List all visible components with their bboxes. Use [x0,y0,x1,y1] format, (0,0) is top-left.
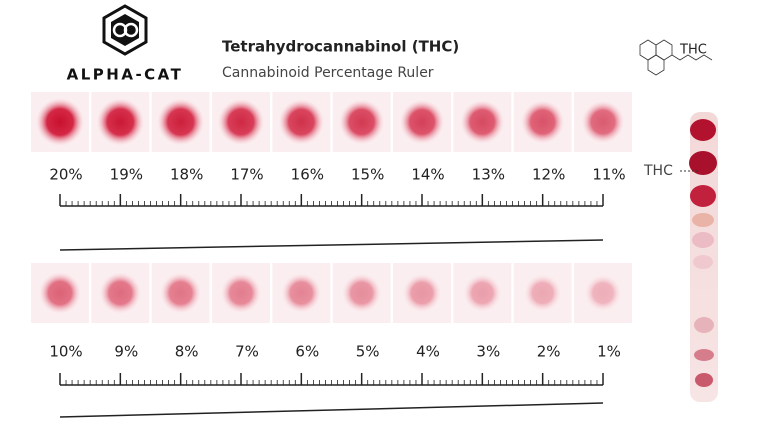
percent-label: 10% [49,343,82,361]
logo [102,4,148,56]
percent-label: 4% [416,343,440,361]
spot [584,274,622,312]
wedge-line [59,402,604,418]
spot [402,273,442,313]
molecule-label: THC [679,43,707,58]
spot [463,274,502,312]
percent-label: 11% [592,166,625,184]
spot [581,100,625,144]
percent-label: 18% [170,166,203,184]
spot [99,272,142,314]
spot [220,272,262,314]
spot [524,274,562,312]
spot [521,100,565,144]
spot [39,272,81,314]
spot [217,98,265,146]
spot [278,99,325,145]
spot [157,98,205,146]
percent-label: 15% [351,166,384,184]
percent-label: 12% [532,166,565,184]
wedge-line [59,239,604,251]
spot [96,98,145,146]
percent-label: 5% [356,343,380,361]
tlc-strip [689,112,718,402]
spot [36,98,84,146]
percent-label: 2% [537,343,561,361]
percent-label: 7% [235,343,259,361]
percent-label: 6% [295,343,319,361]
spot [342,273,382,313]
spot [460,100,505,144]
percent-label: 8% [175,343,199,361]
percent-label: 19% [110,166,143,184]
percent-label: 9% [114,343,138,361]
percent-label: 20% [49,166,82,184]
percent-label: 14% [411,166,444,184]
brand-name: ALPHA-CAT [67,66,184,84]
title: Tetrahydrocannabinol (THC) [222,38,459,56]
spot [281,273,322,313]
spot [399,99,445,145]
percent-label: 17% [230,166,263,184]
molecule-sketch [639,39,713,76]
strip-label: THC [643,163,673,179]
percent-label: 13% [472,166,505,184]
percent-label: 1% [597,343,621,361]
spot [339,99,385,145]
percent-label: 16% [291,166,324,184]
subtitle: Cannabinoid Percentage Ruler [222,65,434,81]
spot [160,272,202,314]
percent-label: 3% [476,343,500,361]
